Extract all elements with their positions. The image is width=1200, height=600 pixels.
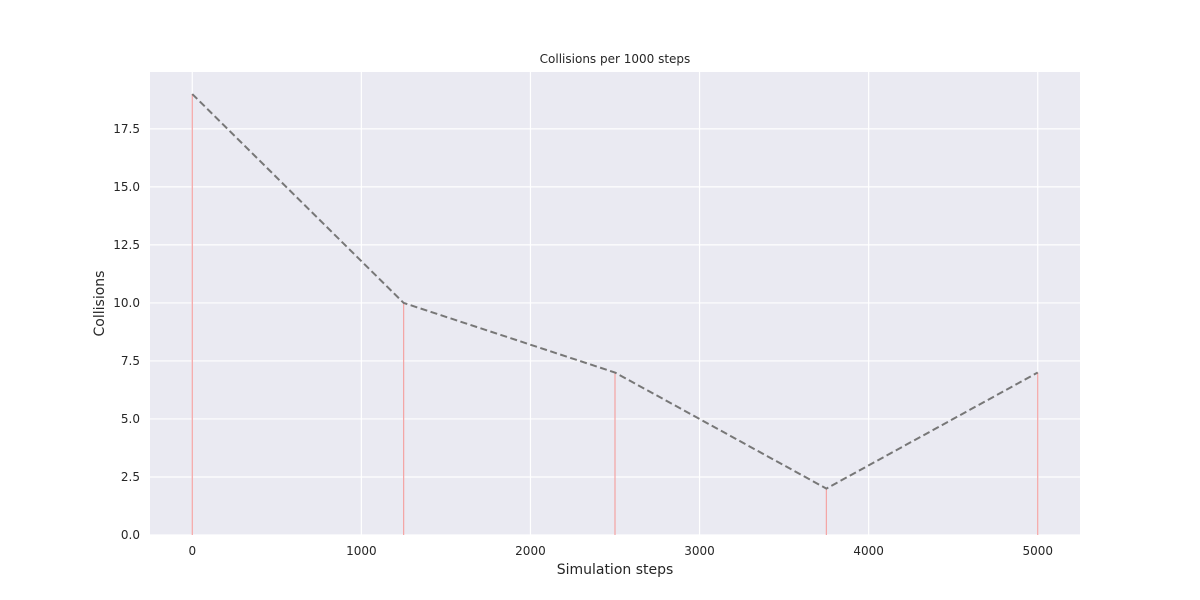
x-axis-label: Simulation steps [557,562,674,578]
stems [191,94,1039,535]
x-tick-label: 3000 [684,544,715,558]
chart-title: Collisions per 1000 steps [540,52,691,66]
x-tick-label: 0 [188,544,196,558]
x-tick-label: 2000 [515,544,546,558]
x-tick-label: 4000 [853,544,884,558]
x-tick-label: 1000 [346,544,377,558]
y-tick-label: 12.5 [113,238,140,252]
y-tick-label: 17.5 [113,122,140,136]
y-tick-label: 5.0 [121,412,140,426]
x-tick-labels: 0 1000 2000 3000 4000 5000 [188,544,1053,558]
y-tick-labels: 0.0 2.5 5.0 7.5 10.0 12.5 15.0 17.5 [113,122,140,542]
y-tick-label: 15.0 [113,180,140,194]
y-tick-label: 7.5 [121,354,140,368]
series-line [191,93,1039,490]
series-line-group [191,93,1039,490]
grid [150,72,1080,536]
y-axis-label: Collisions [92,271,108,337]
y-tick-label: 2.5 [121,470,140,484]
y-tick-label: 10.0 [113,296,140,310]
x-tick-label: 5000 [1022,544,1053,558]
y-tick-label: 0.0 [121,528,140,542]
